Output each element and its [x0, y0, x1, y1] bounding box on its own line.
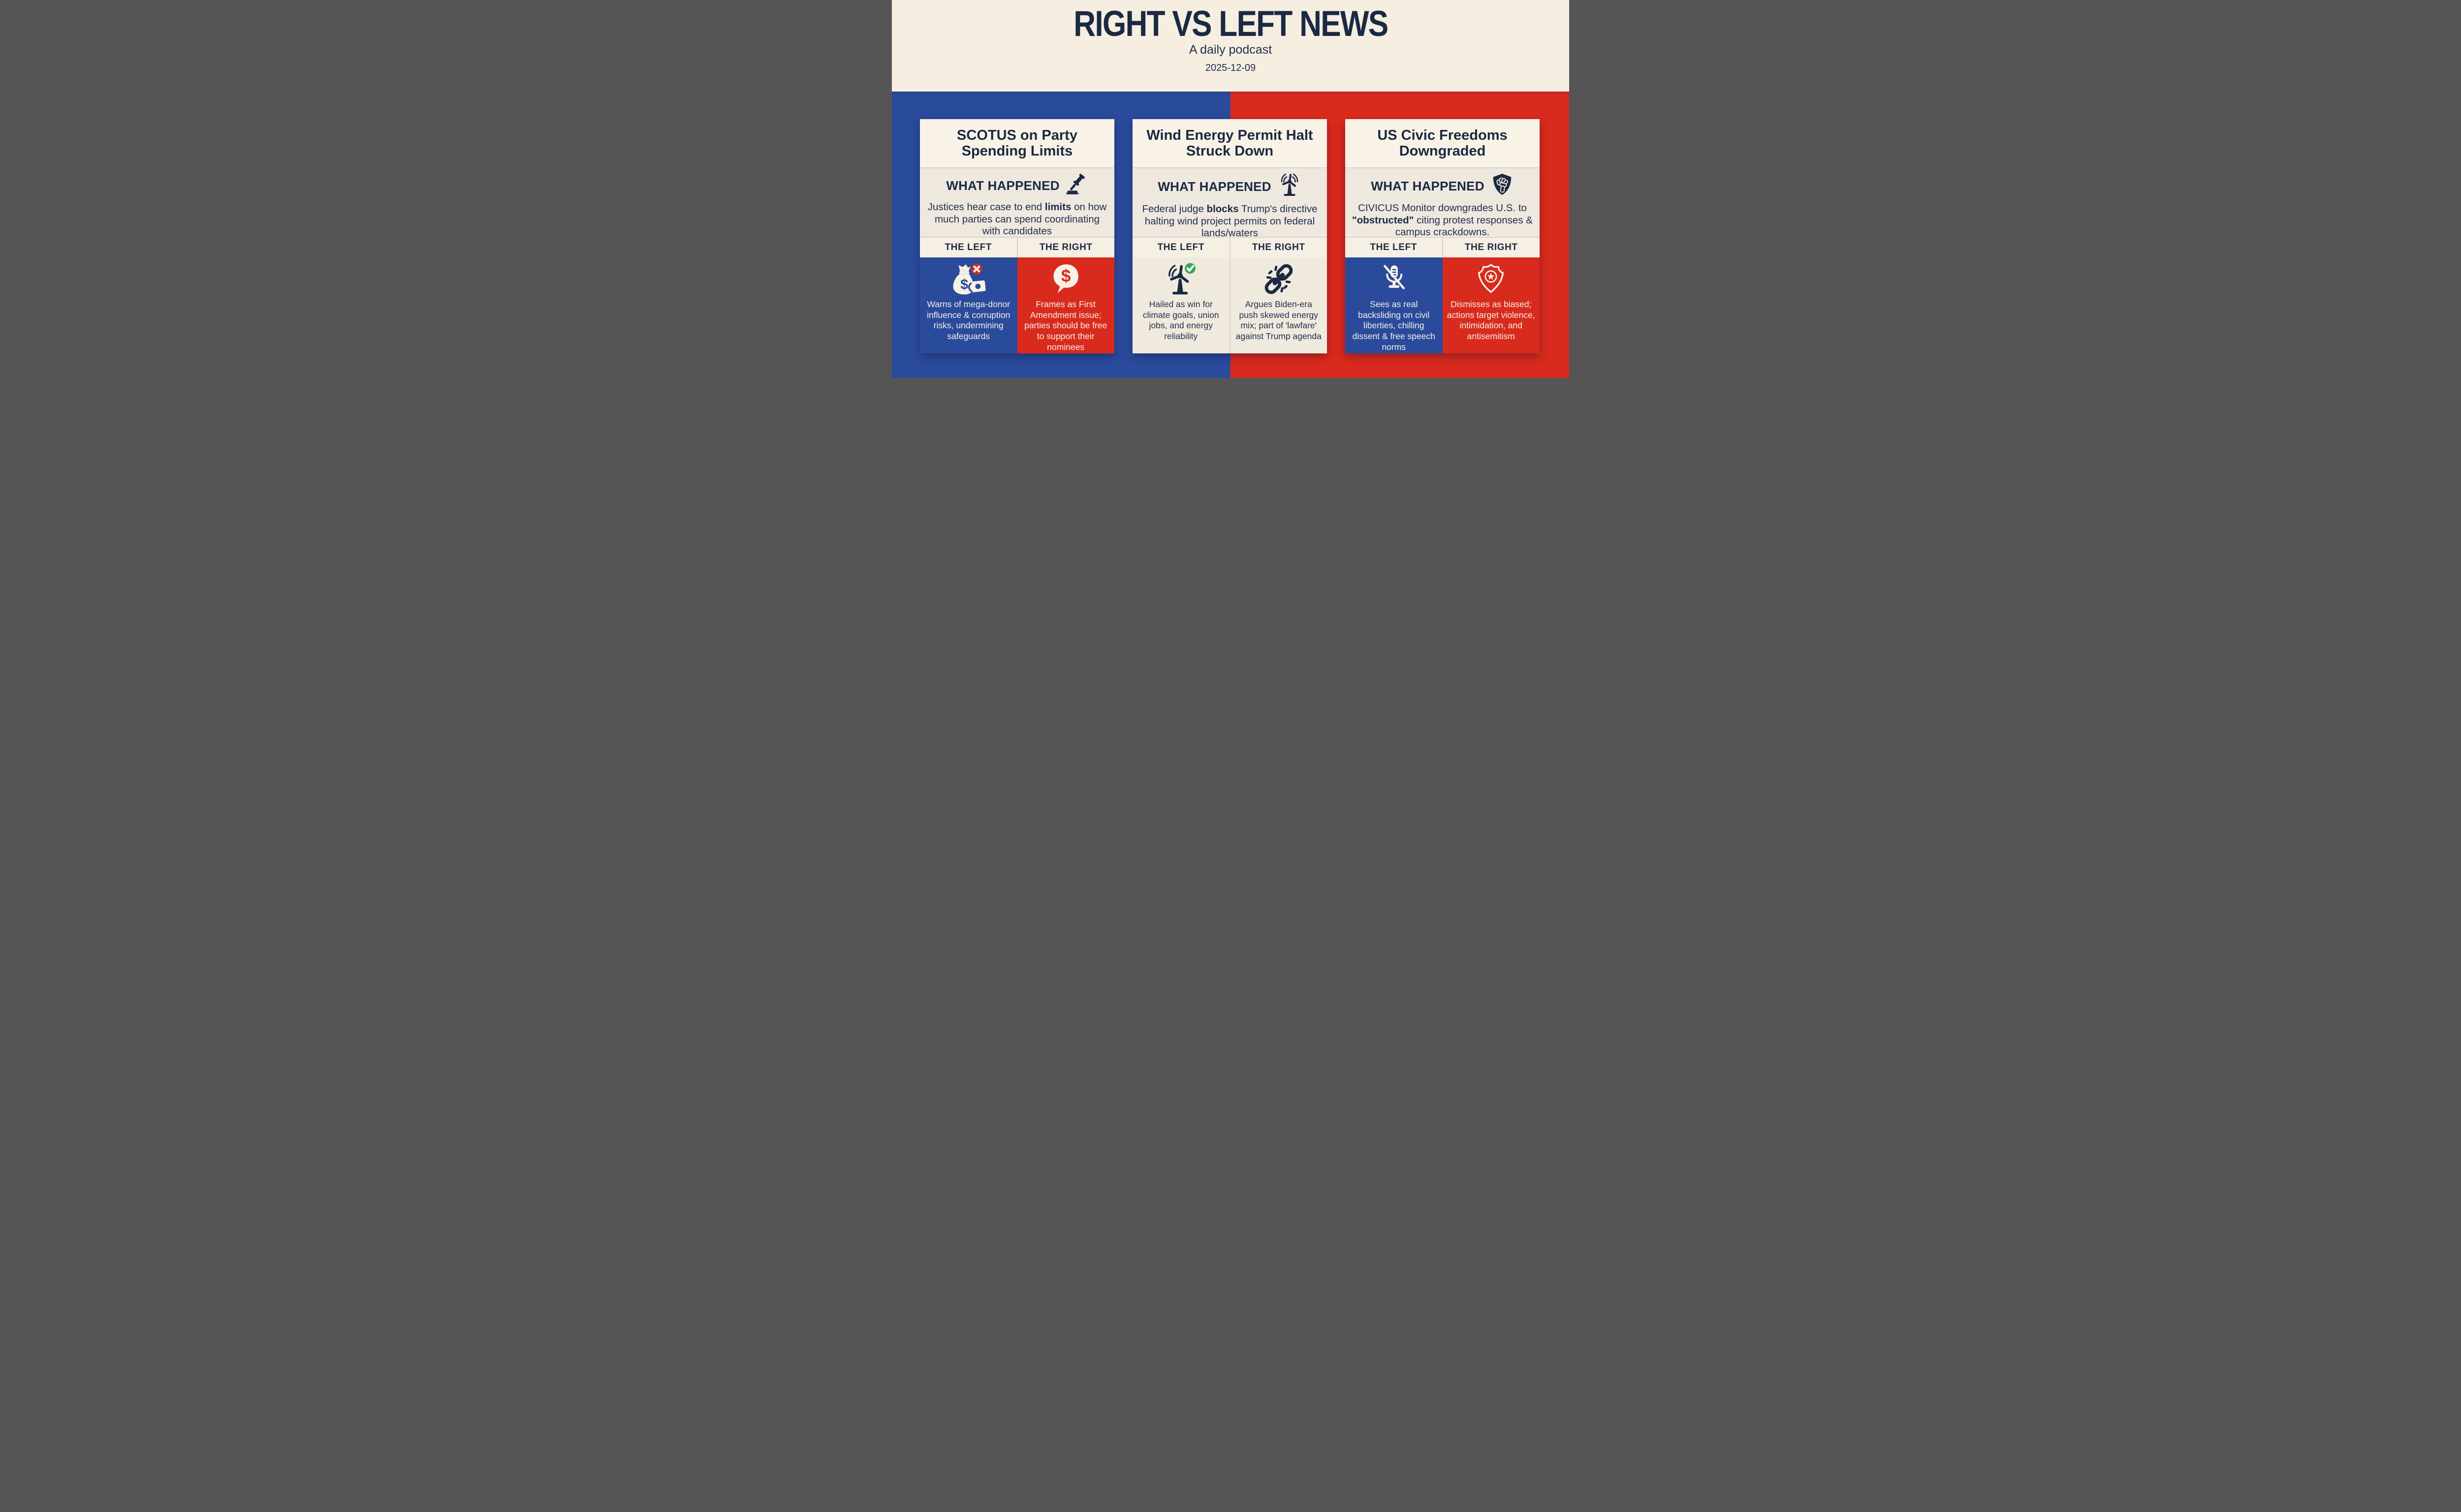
right-viewpoint-text: Frames as First Amendment issue; parties… [1024, 299, 1107, 352]
news-card-scotus: SCOTUS on Party Spending Limits WHAT HAP… [920, 119, 1114, 353]
money-bag-x-icon: $ [951, 262, 986, 296]
turbine-check-icon [1164, 262, 1198, 296]
wind-turbine-icon [1277, 173, 1302, 201]
right-viewpoint-cell: $ Frames as First Amendment issue; parti… [1017, 257, 1114, 353]
left-viewpoint-cell: Hailed as win for climate goals, union j… [1133, 257, 1230, 353]
card-title: US Civic Freedoms Downgraded [1345, 119, 1540, 168]
svg-text:$: $ [1061, 266, 1071, 285]
the-right-label: THE RIGHT [1252, 242, 1305, 252]
the-right-label: THE RIGHT [1464, 242, 1518, 252]
dollar-speech-bubble-icon: $ [1049, 262, 1082, 296]
right-viewpoint-text: Argues Biden-era push skewed energy mix;… [1235, 299, 1322, 342]
page-title: RIGHT VS LEFT NEWS [1073, 4, 1388, 44]
card-title: SCOTUS on Party Spending Limits [920, 119, 1114, 168]
left-viewpoint-text: Sees as real backsliding on civil libert… [1352, 299, 1435, 352]
what-happened-label: WHAT HAPPENED [1158, 179, 1271, 194]
left-viewpoint-cell: Sees as real backsliding on civil libert… [1345, 257, 1443, 353]
infographic-canvas: RIGHT VS LEFT NEWS A daily podcast 2025-… [892, 0, 1569, 378]
broken-chain-icon [1262, 262, 1295, 296]
viewpoint-cells: Hailed as win for climate goals, union j… [1133, 257, 1327, 353]
card-title: Wind Energy Permit Halt Struck Down [1133, 119, 1327, 168]
what-happened-section: WHAT HAPPENED [920, 168, 1114, 238]
cards-row: SCOTUS on Party Spending Limits WHAT HAP… [920, 119, 1540, 353]
the-left-label: THE LEFT [1345, 238, 1443, 257]
viewpoint-cells: Sees as real backsliding on civil libert… [1345, 257, 1540, 353]
news-card-civic-freedoms: US Civic Freedoms Downgraded WHAT HAPPEN… [1345, 119, 1540, 353]
left-right-band: THE LEFT THE RIGHT [920, 238, 1114, 257]
header: RIGHT VS LEFT NEWS A daily podcast 2025-… [892, 0, 1569, 92]
police-badge-icon [1475, 262, 1507, 296]
the-right-label: THE RIGHT [1039, 242, 1093, 252]
left-viewpoint-text: Warns of mega-donor influence & corrupti… [927, 299, 1010, 342]
what-happened-text: Federal judge blocks Trump's directive h… [1142, 203, 1318, 239]
what-happened-heading: WHAT HAPPENED [1133, 173, 1327, 201]
the-left-label: THE LEFT [920, 238, 1018, 257]
muted-mic-icon [1378, 262, 1410, 296]
svg-text:$: $ [960, 277, 968, 292]
right-viewpoint-cell: Dismisses as biased; actions target viol… [1442, 257, 1540, 353]
left-right-band: THE LEFT THE RIGHT [1345, 238, 1540, 257]
what-happened-text: CIVICUS Monitor downgrades U.S. to "obst… [1352, 202, 1533, 238]
right-viewpoint-text: Dismisses as biased; actions target viol… [1447, 299, 1535, 342]
what-happened-heading: WHAT HAPPENED [1345, 173, 1540, 200]
what-happened-section: WHAT HAPPENED [1133, 168, 1327, 239]
what-happened-text: Justices hear case to end limits on how … [927, 201, 1107, 237]
viewpoint-cells: $ Warns of mega-donor influence & corrup… [920, 257, 1114, 353]
shield-fist-icon [1490, 173, 1514, 200]
left-viewpoint-cell: $ Warns of mega-donor influence & corrup… [920, 257, 1017, 353]
what-happened-section: WHAT HAPPENED [1345, 168, 1540, 238]
right-viewpoint-cell: Argues Biden-era push skewed energy mix;… [1229, 257, 1327, 353]
the-left-label: THE LEFT [1133, 238, 1230, 257]
date: 2025-12-09 [1205, 63, 1256, 73]
left-viewpoint-text: Hailed as win for climate goals, union j… [1142, 299, 1219, 342]
gavel-icon [1066, 173, 1088, 199]
what-happened-label: WHAT HAPPENED [946, 178, 1060, 193]
left-right-band: THE LEFT THE RIGHT [1133, 238, 1327, 257]
what-happened-heading: WHAT HAPPENED [920, 173, 1114, 199]
what-happened-label: WHAT HAPPENED [1371, 179, 1484, 193]
subtitle: A daily podcast [1189, 43, 1272, 57]
news-card-wind-energy: Wind Energy Permit Halt Struck Down WHAT… [1133, 119, 1327, 353]
